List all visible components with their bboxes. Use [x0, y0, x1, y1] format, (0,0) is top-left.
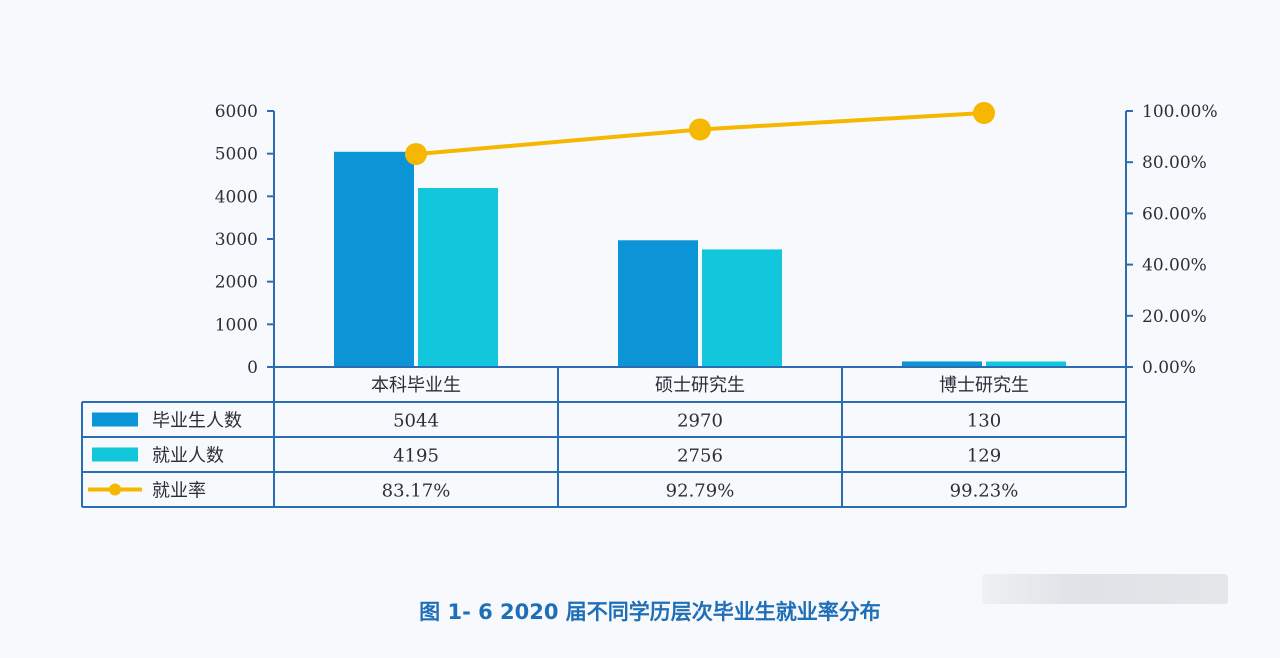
bar-graduates [618, 240, 698, 367]
category-label: 博士研究生 [939, 375, 1029, 396]
bar-graduates [334, 151, 414, 367]
table-value-cell: 5044 [393, 411, 439, 432]
left-axis-tick-label: 2000 [215, 273, 258, 293]
left-axis-tick-label: 6000 [215, 102, 258, 122]
category-label: 硕士研究生 [655, 375, 745, 396]
table-value-cell: 2756 [677, 446, 723, 467]
employment-rate-point [689, 118, 711, 141]
table-value-cell: 99.23% [950, 481, 1019, 502]
right-axis-tick-label: 100.00% [1142, 102, 1218, 122]
legend-label: 就业人数 [152, 446, 224, 467]
legend-label: 毕业生人数 [152, 411, 242, 432]
category-label: 本科毕业生 [371, 375, 461, 396]
bar-employed [702, 249, 782, 367]
right-axis-tick-label: 40.00% [1142, 256, 1207, 276]
right-axis-tick-label: 80.00% [1142, 153, 1207, 173]
left-axis-tick-label: 1000 [215, 315, 258, 335]
right-axis-tick-label: 0.00% [1142, 358, 1196, 378]
table-value-cell: 2970 [677, 411, 723, 432]
right-axis-tick-label: 60.00% [1142, 204, 1207, 224]
figure-caption: 图 1- 6 2020 届不同学历层次毕业生就业率分布 [419, 600, 881, 624]
legend-label: 就业率 [152, 481, 206, 502]
employment-rate-point [405, 143, 427, 166]
bar-employed [418, 188, 498, 367]
left-axis-tick-label: 3000 [215, 230, 258, 250]
left-axis-tick-label: 5000 [215, 145, 258, 165]
left-axis-tick-label: 0 [247, 358, 258, 378]
table-value-cell: 92.79% [666, 481, 735, 502]
legend-swatch-graduates [92, 412, 138, 427]
legend-marker [109, 483, 121, 496]
table-value-cell: 83.17% [382, 481, 451, 502]
table-value-cell: 4195 [393, 446, 439, 467]
legend-swatch-employed [92, 447, 138, 462]
bar-employed [986, 361, 1066, 367]
table-value-cell: 129 [967, 446, 1001, 467]
blurred-watermark [982, 574, 1228, 604]
table-value-cell: 130 [967, 411, 1001, 432]
right-axis-tick-label: 20.00% [1142, 307, 1207, 327]
left-axis-tick-label: 4000 [215, 187, 258, 207]
employment-rate-point [973, 101, 995, 124]
bar-graduates [902, 361, 982, 367]
